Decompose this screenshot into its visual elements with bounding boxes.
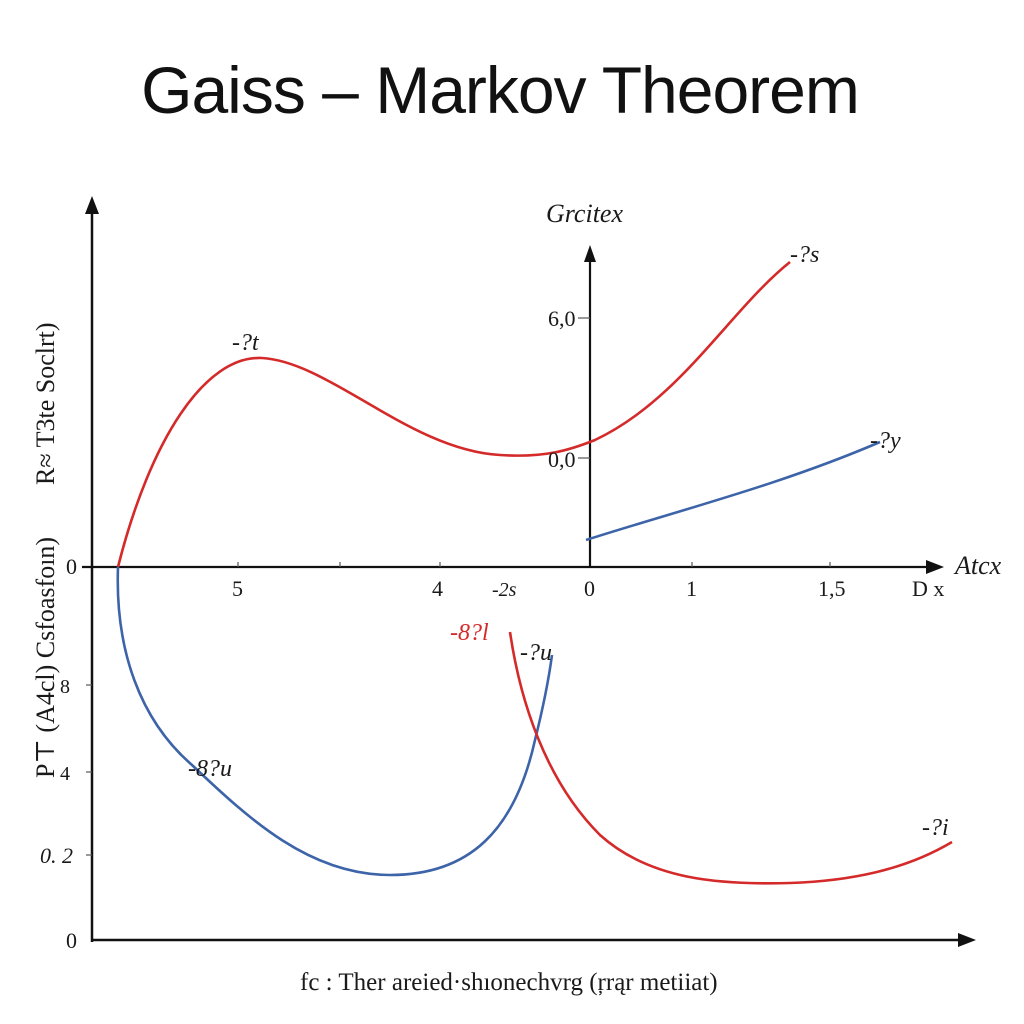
upper-y-tick: 0,0 bbox=[548, 447, 576, 472]
upper-y-tick: 6,0 bbox=[548, 306, 576, 331]
label-blue-upper-end: -?y bbox=[870, 428, 901, 454]
blue-upper-line bbox=[585, 440, 881, 542]
y-axis-label-top: R≈ T3te Soclrt) bbox=[31, 322, 60, 485]
label-red-lower-start: -8?l bbox=[450, 620, 489, 646]
center-x-axis-arrow bbox=[926, 560, 944, 574]
main-x-axis-arrow bbox=[958, 933, 976, 947]
main-y-axis-arrow bbox=[85, 196, 99, 214]
x-axis-label-2: D x bbox=[912, 576, 944, 601]
label-blue-lower-left: -8?u bbox=[188, 756, 232, 782]
x-tick: 4 bbox=[432, 576, 443, 601]
inner-axis-label: Grcitex bbox=[546, 199, 623, 228]
x-axis-label: Atcx bbox=[953, 551, 1002, 580]
label-red-lower-end: -?i bbox=[922, 815, 949, 841]
footer-caption: fc : Ther areied·shıonechvrg (ŗrąr metii… bbox=[300, 969, 718, 996]
center-axis-ticks bbox=[86, 317, 831, 856]
red-lower-curve bbox=[508, 631, 953, 885]
x-tick: -2s bbox=[492, 579, 517, 601]
chart-title: Gaiss – Markov Theorem bbox=[141, 53, 860, 127]
label-red-upper-end: -?s bbox=[790, 242, 819, 268]
x-tick: 0 bbox=[584, 576, 595, 601]
y-tick-origin: 0 bbox=[66, 928, 77, 953]
red-upper-curve bbox=[116, 260, 791, 568]
y-axis-label-bottom: P⊤ (A4cl) Csfoasfoın) bbox=[31, 537, 60, 778]
x-tick: 5 bbox=[232, 576, 243, 601]
label-blue-lower-start: -?u bbox=[520, 640, 552, 666]
y-tick-center-zero: 0 bbox=[66, 554, 77, 579]
y-tick: 8 bbox=[60, 676, 70, 698]
blue-lower-curve bbox=[116, 566, 554, 877]
y-tick: 4 bbox=[60, 763, 70, 785]
x-tick: 1 bbox=[686, 576, 697, 601]
y-tick: 0. 2 bbox=[40, 843, 73, 868]
inner-y-axis-arrow bbox=[584, 245, 596, 262]
label-red-peak: -?t bbox=[232, 330, 260, 356]
x-tick: 1,5 bbox=[818, 576, 846, 601]
